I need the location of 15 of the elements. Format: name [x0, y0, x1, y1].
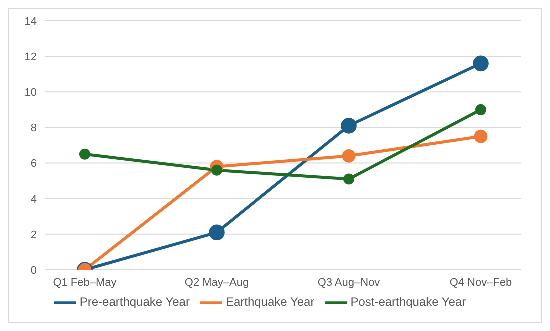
y-tick-label: 10 [24, 87, 37, 100]
y-tick-label: 6 [30, 158, 37, 170]
y-tick-label: 2 [30, 229, 37, 242]
x-tick-label: Q4 Nov–Feb [450, 276, 512, 289]
y-tick-label: 14 [24, 16, 37, 28]
legend-label: Earthquake Year [226, 295, 315, 310]
y-tick-label: 4 [30, 194, 37, 206]
x-tick-label: Q3 Aug–Nov [318, 276, 381, 289]
y-tick-label: 0 [30, 264, 37, 277]
x-tick-label: Q2 May–Aug [184, 276, 250, 289]
y-tick-label: 12 [24, 51, 37, 64]
x-tick-label: Q1 Feb–May [53, 276, 118, 289]
legend-label: Pre-earthquake Year [80, 295, 190, 310]
legend-label: Post-earthquake Year [350, 295, 466, 310]
y-tick-label: 8 [30, 122, 37, 135]
